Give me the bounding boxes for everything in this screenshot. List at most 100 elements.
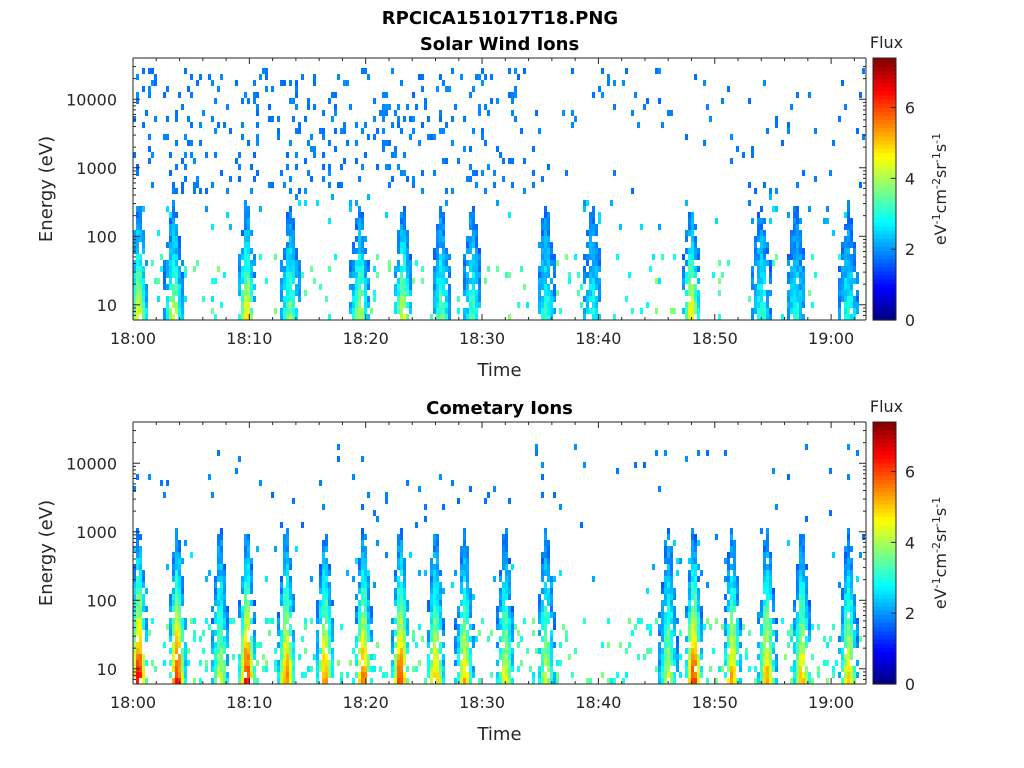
flux-cell xyxy=(325,540,328,546)
flux-cell xyxy=(241,630,244,636)
flux-cell xyxy=(478,110,481,116)
flux-cell xyxy=(844,242,847,248)
flux-cell xyxy=(358,242,361,248)
flux-cell xyxy=(139,206,142,212)
flux-cell xyxy=(469,236,472,242)
flux-cell xyxy=(754,284,757,290)
flux-cell xyxy=(700,672,703,678)
flux-cell xyxy=(844,570,847,576)
flux-cell xyxy=(598,212,601,218)
colorbar-step xyxy=(873,164,896,170)
flux-cell xyxy=(175,600,178,606)
flux-cell xyxy=(184,176,187,182)
flux-cell xyxy=(178,564,181,570)
flux-cell xyxy=(589,236,592,242)
flux-cell xyxy=(844,630,847,636)
flux-cell xyxy=(214,612,217,618)
flux-cell xyxy=(136,594,139,600)
x-axis-label: Time xyxy=(476,360,521,381)
colorbar-step xyxy=(873,475,896,480)
flux-cell xyxy=(298,278,301,284)
flux-cell xyxy=(277,642,280,648)
flux-cell xyxy=(475,236,478,242)
flux-cell xyxy=(415,104,418,110)
flux-cell xyxy=(661,254,664,260)
flux-cell xyxy=(247,278,250,284)
flux-cell xyxy=(136,624,139,630)
flux-cell xyxy=(304,200,307,206)
flux-cell xyxy=(172,248,175,254)
flux-cell xyxy=(670,612,673,618)
flux-cell xyxy=(793,314,796,320)
flux-cell xyxy=(400,284,403,290)
flux-cell xyxy=(367,576,370,582)
flux-cell xyxy=(286,242,289,248)
flux-cell xyxy=(838,116,841,122)
x-tick-label: 18:20 xyxy=(343,693,389,712)
flux-cell xyxy=(283,618,286,624)
flux-cell xyxy=(238,678,241,684)
flux-cell xyxy=(349,660,352,666)
flux-cell xyxy=(283,272,286,278)
flux-cell xyxy=(769,552,772,558)
flux-cell xyxy=(658,224,661,230)
flux-cell xyxy=(799,618,802,624)
flux-cell xyxy=(367,618,370,624)
flux-cell xyxy=(463,290,466,296)
flux-cell xyxy=(154,278,157,284)
flux-cell xyxy=(661,582,664,588)
flux-cell xyxy=(175,624,178,630)
flux-cell xyxy=(433,606,436,612)
flux-cell xyxy=(670,552,673,558)
flux-cell xyxy=(136,678,139,684)
flux-cell xyxy=(421,278,424,284)
flux-cell xyxy=(793,296,796,302)
flux-cell xyxy=(244,540,247,546)
flux-cell xyxy=(394,642,397,648)
flux-cell xyxy=(241,582,244,588)
colorbar-step xyxy=(873,622,896,628)
flux-cell xyxy=(181,636,184,642)
flux-cell xyxy=(133,606,136,612)
flux-cell xyxy=(364,558,367,564)
flux-cell xyxy=(511,110,514,116)
flux-cell xyxy=(544,534,547,540)
flux-cell xyxy=(553,254,556,260)
flux-cell xyxy=(655,618,658,624)
flux-cell xyxy=(286,152,289,158)
colorbar-step xyxy=(873,503,896,509)
flux-cell xyxy=(178,576,181,582)
flux-cell xyxy=(136,170,139,176)
flux-cell xyxy=(802,576,805,582)
flux-cell xyxy=(673,618,676,624)
flux-cell xyxy=(136,576,139,582)
flux-cell xyxy=(436,272,439,278)
flux-cell xyxy=(355,200,358,206)
flux-cell xyxy=(505,648,508,654)
flux-cell xyxy=(700,612,703,618)
flux-cell xyxy=(751,152,754,158)
flux-cell xyxy=(298,122,301,128)
flux-cell xyxy=(286,296,289,302)
flux-cell xyxy=(547,218,550,224)
flux-cell xyxy=(499,152,502,158)
flux-cell xyxy=(661,672,664,678)
flux-cell xyxy=(469,606,472,612)
flux-cell xyxy=(706,450,709,456)
flux-cell xyxy=(808,636,811,642)
flux-cell xyxy=(244,588,247,594)
flux-cell xyxy=(169,672,172,678)
flux-cell xyxy=(685,606,688,612)
flux-cell xyxy=(685,612,688,618)
flux-cell xyxy=(583,462,586,468)
flux-cell xyxy=(145,588,148,594)
flux-cell xyxy=(280,600,283,606)
flux-cell xyxy=(364,642,367,648)
flux-cell xyxy=(430,666,433,672)
flux-cell xyxy=(328,618,331,624)
flux-cell xyxy=(358,230,361,236)
flux-cell xyxy=(286,218,289,224)
flux-cell xyxy=(841,284,844,290)
flux-cell xyxy=(763,624,766,630)
flux-cell xyxy=(637,122,640,128)
